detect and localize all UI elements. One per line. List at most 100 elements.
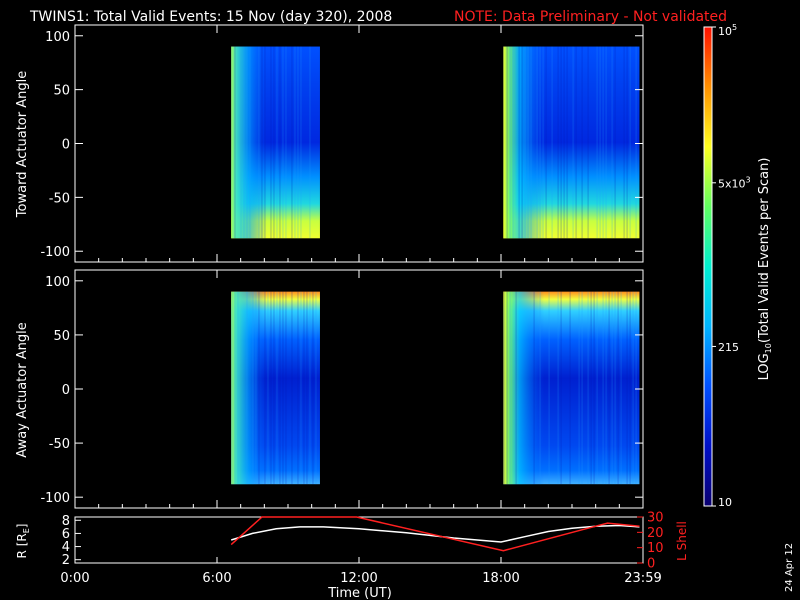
toward-heatmap-streak [536,46,538,239]
away-heatmap-edge-2 [503,291,640,485]
toward-ytick-label: -100 [40,245,70,260]
away-ytick-label: 0 [62,383,70,398]
toward-heatmap-streak [527,46,529,239]
toward-heatmap-streak [575,46,577,239]
away-heatmap-streak [539,291,541,485]
toward-heatmap-streak [264,46,266,239]
away-ytick-label: -50 [49,437,70,452]
orbit-ylabel-right: L Shell [675,521,689,561]
toward-heatmap-edge-1 [231,46,320,239]
l-shell-line [230,516,640,552]
away-heatmap-streak [578,291,580,485]
toward-heatmap-streak [623,46,625,239]
toward-heatmap-streak [611,46,613,239]
orbit-ytick-right-label: 30 [647,511,664,526]
chart-title: TWINS1: Total Valid Events: 15 Nov (day … [29,9,392,25]
away-heatmap-streak [279,291,281,485]
away-heatmap-streak [255,291,257,485]
toward-heatmap-streak [291,46,293,239]
orbit-ylabel-left: R [RE] [15,524,31,559]
away-heatmap-streak [246,291,248,485]
toward-panel: 100 50 0 -50 -100 [40,24,644,263]
toward-heatmap-streak [530,46,532,239]
orbit-xtick-label: 23:59 [624,571,661,586]
away-heatmap-streak [291,291,293,485]
toward-heatmap-streak [596,46,598,239]
colorbar-tick-label: 105 [718,23,737,38]
away-heatmap-streak [264,291,266,485]
away-heatmap-streak [276,291,278,485]
toward-heatmap-streak [246,46,248,239]
toward-heatmap-streak [551,46,553,239]
toward-heatmap-streak [542,46,544,239]
toward-heatmap-streak [572,46,574,239]
toward-heatmap-streak [297,46,299,239]
toward-heatmap-streak [282,46,284,239]
toward-heatmap-streak [512,46,514,239]
away-heatmap-streak [515,291,517,485]
away-heatmap-streak [587,291,589,485]
away-heatmap-streak [617,291,619,485]
toward-heatmap-streak [539,46,541,239]
toward-heatmap-streak [581,46,583,239]
away-heatmap-streak [231,291,233,485]
orbit-ytick-left-label: 2 [62,553,70,568]
toward-heatmap-streak [521,46,523,239]
orbit-xtick-label: 18:00 [482,571,519,586]
toward-heatmap-streak [243,46,245,239]
away-heatmap-streak [620,291,622,485]
colorbar-tick-label: 215 [718,341,739,354]
toward-heatmap-streak [261,46,263,239]
away-heatmap-streak [509,291,511,485]
away-heatmap-streak [569,291,571,485]
away-heatmap-streak [593,291,595,485]
away-heatmap-streak [548,291,550,485]
orbit-xtick-label: 0:00 [60,571,89,586]
away-heatmap-streak [605,291,607,485]
away-heatmap-streak [297,291,299,485]
away-heatmap-streak [315,291,317,485]
toward-ytick-label: -50 [49,191,70,206]
colorbar-tick-label: 10 [718,496,732,509]
orbit-xtick-label: 12:00 [340,571,377,586]
orbit-ytick-left-label: 8 [62,514,70,529]
toward-heatmap-streak [518,46,520,239]
away-ylabel: Away Actuator Angle [15,322,30,457]
toward-heatmap-streak [602,46,604,239]
away-heatmap-streak [234,291,236,485]
r-distance-line [230,524,640,543]
orbit-ytick-left-label: 6 [62,527,70,542]
toward-heatmap-streak [234,46,236,239]
away-heatmap-streak [614,291,616,485]
away-heatmap-streak [282,291,284,485]
time-xlabel: Time (UT) [327,586,392,600]
preliminary-note: NOTE: Data Preliminary - Not validated [454,9,727,25]
away-heatmap-streak [590,291,592,485]
toward-heatmap-streak [276,46,278,239]
away-heatmap-edge-1 [231,291,320,485]
away-heatmap-streak [267,291,269,485]
toward-heatmap-streak [270,46,272,239]
away-heatmap-streak [506,291,508,485]
colorbar-scale [703,26,713,507]
away-heatmap-streak [258,291,260,485]
toward-ytick-label: 50 [53,84,70,99]
toward-heatmap-streak [599,46,601,239]
colorbar-tick-label: 5x103 [718,175,751,190]
toward-ytick-label: 0 [62,138,70,153]
toward-heatmap-streak [563,46,565,239]
orbit-ytick-left-label: 4 [62,540,70,555]
toward-heatmap-streak [545,46,547,239]
away-heatmap-streak [503,291,505,485]
toward-heatmap-streak [557,46,559,239]
away-heatmap-streak [626,291,628,485]
toward-heatmap-streak [587,46,589,239]
away-heatmap-streak [285,291,287,485]
toward-heatmap-streak [249,46,251,239]
toward-heatmap-streak [309,46,311,239]
away-heatmap-streak [635,291,637,485]
toward-heatmap-streak [524,46,526,239]
away-heatmap-streak [300,291,302,485]
